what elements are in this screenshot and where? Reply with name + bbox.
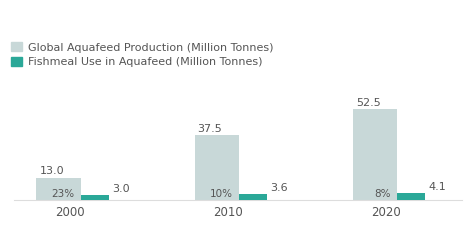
Text: 4.1: 4.1 [428,183,446,193]
Bar [81,195,109,200]
Text: 3.0: 3.0 [112,184,130,194]
Text: 52.5: 52.5 [356,98,380,108]
Bar [353,109,397,200]
Bar [195,135,239,200]
Text: 3.6: 3.6 [270,183,288,193]
Text: 10%: 10% [209,189,232,199]
Text: 13.0: 13.0 [40,166,64,176]
Bar [239,194,267,200]
Text: 23%: 23% [51,189,74,199]
Legend: Global Aquafeed Production (Million Tonnes), Fishmeal Use in Aquafeed (Million T: Global Aquafeed Production (Million Tonn… [11,42,273,67]
Bar [37,178,81,200]
Bar [397,193,426,200]
Text: 8%: 8% [374,189,391,199]
Text: 37.5: 37.5 [198,124,222,134]
